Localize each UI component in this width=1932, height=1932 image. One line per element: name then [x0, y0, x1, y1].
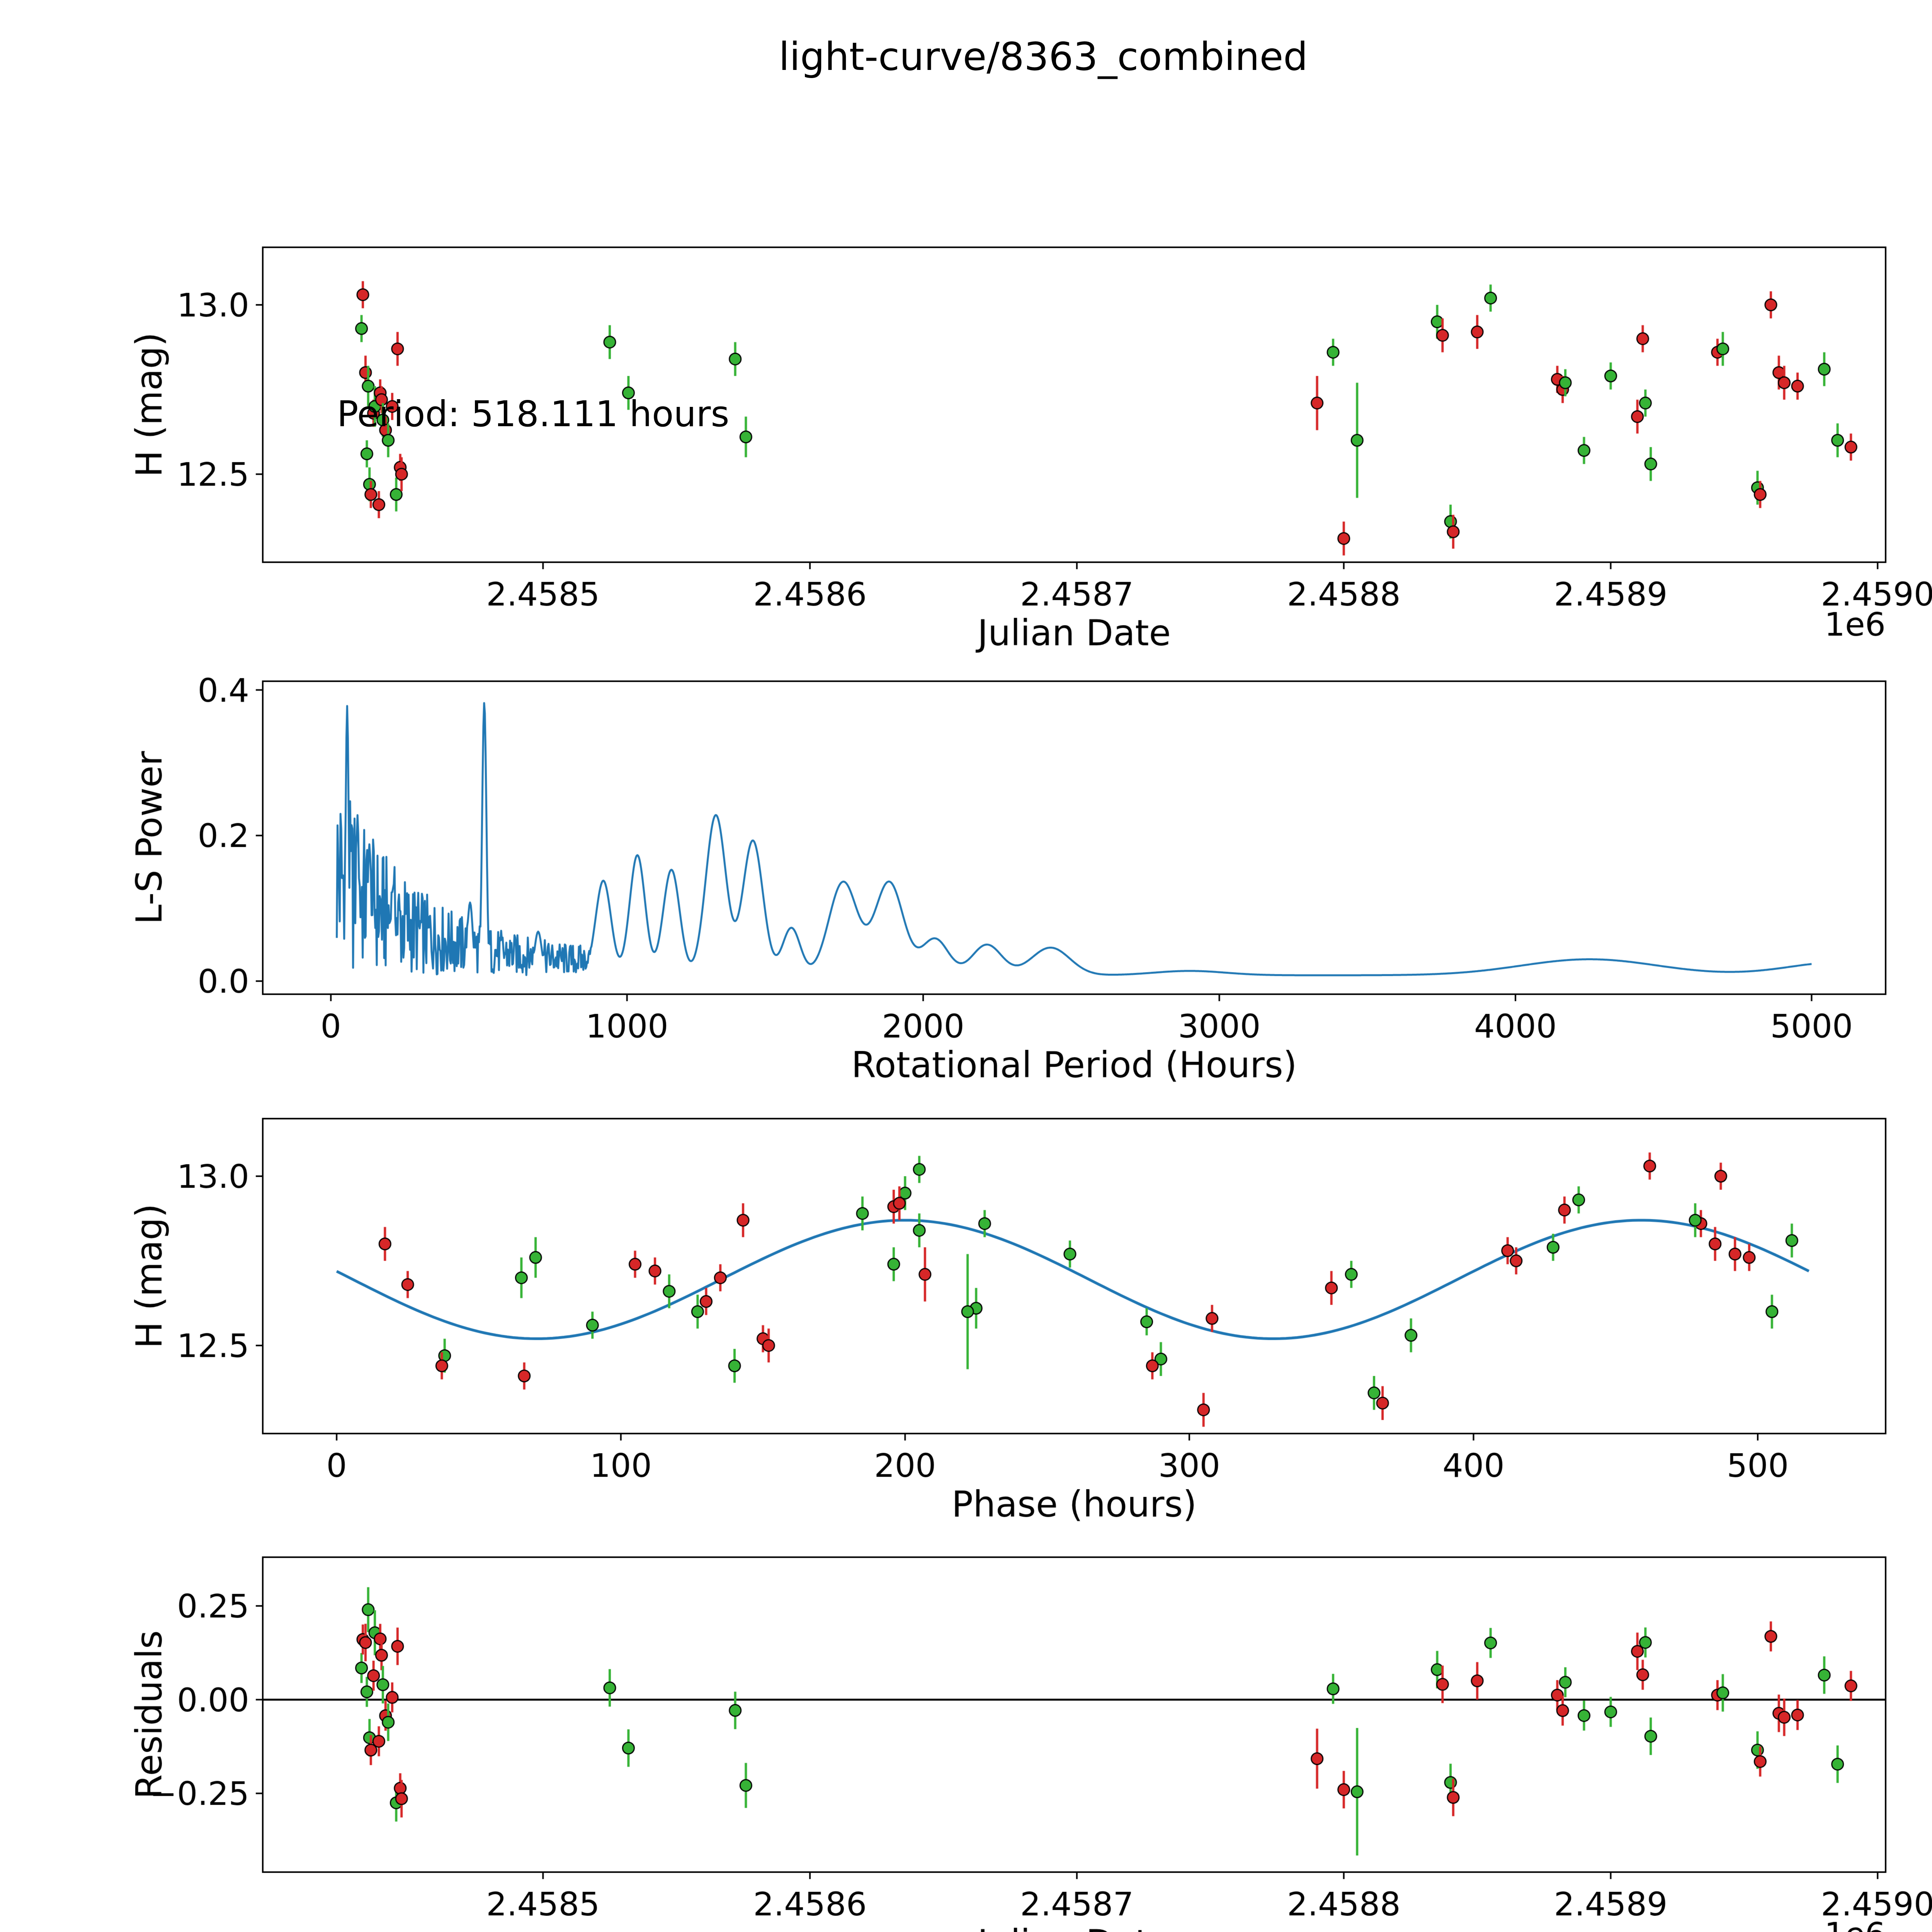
period-annotation: Period: 518.111 hours [337, 393, 730, 435]
figure-title: light-curve/8363_combined [779, 34, 1308, 79]
